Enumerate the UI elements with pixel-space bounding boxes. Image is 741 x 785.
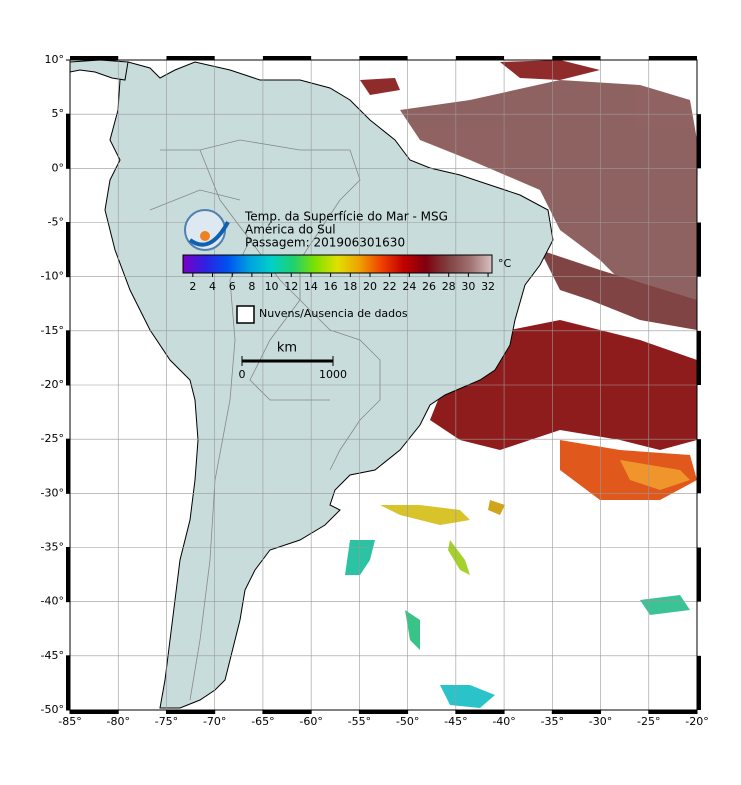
colorbar-tick-label: 24	[402, 280, 416, 293]
y-tick-label: -40°	[41, 595, 64, 608]
frame-segment	[66, 439, 70, 494]
y-tick-label: -5°	[48, 216, 64, 229]
frame-segment	[697, 330, 701, 385]
colorbar-tick-label: 16	[324, 280, 338, 293]
x-tick-label: -75°	[155, 715, 178, 728]
logo-arrow	[188, 221, 230, 247]
frame-segment	[455, 56, 505, 60]
x-tick-label: -50°	[396, 715, 419, 728]
colorbar-tick-label: 22	[383, 280, 397, 293]
frame-segment	[697, 439, 701, 494]
frame-segment	[66, 655, 70, 710]
frame-segment	[70, 710, 119, 714]
colorbar-tick-label: 26	[422, 280, 436, 293]
colorbar-tick-label: 32	[481, 280, 495, 293]
frame-segment	[552, 56, 601, 60]
y-tick-label: -30°	[41, 486, 64, 499]
frame-segment	[359, 710, 408, 714]
scale-tick-label: 1000	[319, 368, 347, 381]
scale-tick-label: 0	[239, 368, 246, 381]
logo-dot	[200, 231, 210, 241]
title-line: América do Sul	[245, 223, 336, 237]
frame-segment	[66, 222, 70, 277]
colorbar-unit: °C	[498, 257, 512, 270]
colorbar-tick-label: 28	[442, 280, 456, 293]
x-tick-label: -65°	[251, 715, 274, 728]
frame-segment	[648, 56, 697, 60]
frame-segment	[166, 710, 215, 714]
colorbar-tick-label: 30	[461, 280, 475, 293]
x-tick-label: -55°	[348, 715, 371, 728]
x-tick-label: -45°	[444, 715, 467, 728]
colorbar-tick-label: 6	[229, 280, 236, 293]
x-tick-label: -25°	[637, 715, 660, 728]
x-tick-label: -40°	[492, 715, 515, 728]
central-america	[70, 60, 129, 81]
x-tick-label: -20°	[685, 715, 708, 728]
y-tick-label: -15°	[41, 324, 64, 337]
colorbar-tick-label: 4	[209, 280, 216, 293]
y-tick-label: 0°	[52, 161, 65, 174]
frame-segment	[166, 56, 215, 60]
frame-segment	[697, 114, 701, 169]
x-tick-label: -60°	[299, 715, 322, 728]
scale-unit: km	[277, 341, 297, 356]
y-tick-label: -45°	[41, 649, 64, 662]
frame-segment	[648, 710, 697, 714]
legend-label: Nuvens/Ausencia de dados	[259, 307, 408, 320]
frame-segment	[70, 56, 119, 60]
map-area	[70, 60, 697, 710]
x-tick-label: -35°	[541, 715, 564, 728]
legend-swatch	[236, 305, 255, 324]
x-tick-label: -85°	[58, 715, 81, 728]
x-tick-label: -70°	[203, 715, 226, 728]
axes: -85° -80° -75° -70° -65° -60° -55° -50° -45° -40°…	[41, 53, 709, 728]
colorbar-ramp	[182, 254, 493, 274]
frame-segment	[66, 114, 70, 169]
colorbar: °C 2 4 6 8 10 12 14 16 18 20 22 24 26 28 30 32	[182, 254, 512, 293]
frame-segment	[697, 222, 701, 277]
colorbar-tick-label: 2	[189, 280, 196, 293]
colorbar-tick-label: 12	[284, 280, 298, 293]
x-tick-label: -80°	[106, 715, 129, 728]
y-tick-label: -25°	[41, 432, 64, 445]
title-line: Passagem: 201906301630	[245, 236, 405, 250]
colorbar-tick-label: 14	[304, 280, 318, 293]
y-tick-label: -20°	[41, 378, 64, 391]
frame-segment	[552, 710, 601, 714]
y-tick-label: -35°	[41, 541, 64, 554]
y-tick-label: -50°	[41, 703, 64, 716]
header: Temp. da Superfície do Mar - MSG América…	[184, 209, 448, 251]
colorbar-tick-label: 20	[363, 280, 377, 293]
title-line: Temp. da Superfície do Mar - MSG	[244, 210, 448, 224]
frame-segment	[66, 330, 70, 385]
frame-segment	[455, 710, 505, 714]
y-tick-label: -10°	[41, 270, 64, 283]
x-tick-label: -30°	[589, 715, 612, 728]
legend: Nuvens/Ausencia de dados	[236, 305, 408, 324]
y-tick-label: 10°	[45, 53, 65, 66]
frame-segment	[262, 710, 312, 714]
y-tick-label: 5°	[52, 107, 65, 120]
scale-bar: km 0 1000	[239, 341, 348, 382]
colorbar-tick-label: 8	[248, 280, 255, 293]
frame-segment	[262, 56, 312, 60]
grid	[70, 60, 697, 710]
colorbar-tick-label: 10	[265, 280, 279, 293]
frame-segment	[697, 547, 701, 602]
colorbar-tick-label: 18	[343, 280, 357, 293]
frame-segment	[359, 56, 408, 60]
frame-segment	[697, 655, 701, 710]
frame-segment	[66, 547, 70, 602]
